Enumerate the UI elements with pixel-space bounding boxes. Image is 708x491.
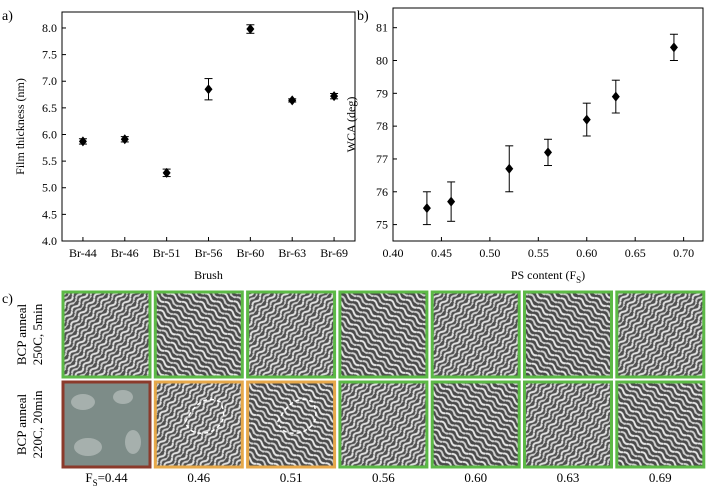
x-tick-label: 0.65 (625, 246, 646, 260)
marker (544, 147, 552, 158)
x-tick-label: Br-56 (195, 246, 223, 260)
micrograph (430, 380, 521, 469)
domain-blob (113, 390, 133, 404)
row-label: BCP anneal (14, 303, 29, 365)
micrograph (615, 290, 706, 379)
x-tick-label: Br-60 (236, 246, 264, 260)
micrograph (430, 290, 521, 379)
column-label: 0.51 (280, 470, 303, 485)
row-label: BCP anneal (14, 393, 29, 455)
x-tick-label: 0.45 (431, 246, 452, 260)
panel-label: c) (2, 292, 13, 307)
y-tick-label: 8.0 (42, 21, 57, 35)
y-tick-label: 76 (376, 185, 388, 199)
x-tick-label: 0.50 (479, 246, 500, 260)
marker (447, 196, 456, 207)
row-label: 220C, 20min (30, 390, 45, 458)
y-tick-label: 75 (376, 218, 388, 232)
x-axis-label: PS content (FS) (511, 268, 585, 285)
y-tick-label: 81 (376, 21, 388, 35)
marker (162, 167, 171, 178)
marker (246, 24, 255, 35)
grain-outline (184, 398, 225, 434)
marker (669, 42, 678, 53)
panel-label: a) (2, 9, 13, 24)
marker (204, 84, 213, 95)
marker (611, 91, 620, 102)
micrograph (153, 380, 244, 469)
y-tick-label: 6.0 (42, 127, 57, 141)
plot-frame (61, 11, 356, 242)
x-axis-label-sub: S (576, 275, 581, 285)
micrograph (338, 380, 429, 469)
y-tick-label: 7.0 (42, 74, 57, 88)
x-tick-label: Br-46 (111, 246, 139, 260)
y-tick-label: 6.5 (42, 101, 57, 115)
x-tick-label: 0.55 (528, 246, 549, 260)
x-axis-label-end: ) (581, 268, 585, 282)
x-tick-label: 0.70 (673, 246, 694, 260)
column-label-text: F (85, 470, 92, 485)
y-tick-label: 77 (376, 152, 388, 166)
x-axis-label-text: Brush (194, 268, 223, 282)
plot-frame (392, 7, 704, 242)
x-tick-label: 0.40 (383, 246, 404, 260)
y-tick-label: 4.5 (42, 207, 57, 221)
panel-label: b) (357, 9, 369, 24)
micrograph (61, 290, 152, 379)
micrograph (523, 380, 613, 469)
marker (78, 136, 87, 147)
x-axis-label: Brush (194, 268, 223, 282)
y-tick-label: 5.5 (42, 154, 57, 168)
marker (582, 114, 591, 125)
marker (288, 95, 297, 106)
micrograph (615, 380, 706, 469)
column-label: 0.69 (649, 470, 672, 485)
x-tick-label: Br-69 (320, 246, 348, 260)
marker (422, 203, 431, 214)
domain-blob (74, 438, 102, 456)
x-tick-label: Br-51 (153, 246, 181, 260)
y-tick-label: 4.0 (42, 234, 57, 248)
y-tick-label: 7.5 (42, 48, 57, 62)
grain-outline (276, 398, 317, 434)
row-label: 250C, 5min (30, 303, 45, 365)
y-tick-label: 79 (376, 86, 388, 100)
column-label-sub: S (93, 478, 98, 488)
column-label-text: =0.44 (98, 470, 129, 485)
column-label: 0.46 (187, 470, 210, 485)
x-tick-label: 0.60 (576, 246, 597, 260)
column-label: 0.56 (372, 470, 395, 485)
column-label: FS=0.44 (85, 470, 128, 488)
panels: Br-44 Br-46 Br-51 Br-56 Br-60 Br-63 Br-69 4.0 4.… (2, 7, 706, 488)
micrograph (61, 380, 152, 469)
x-tick-label: Br-63 (278, 246, 306, 260)
y-axis-label: Film thickness (nm) (13, 78, 27, 175)
y-tick-label: 5.0 (42, 181, 57, 195)
domain-blob (125, 430, 141, 454)
micrograph (246, 290, 337, 379)
column-label: 0.63 (557, 470, 580, 485)
marker (120, 134, 129, 145)
marker (505, 163, 514, 174)
domain-blob (71, 394, 95, 410)
x-tick-label: Br-44 (69, 246, 97, 260)
column-label: 0.60 (464, 470, 487, 485)
x-axis-label-text: PS content (F (511, 268, 577, 282)
micrograph (246, 380, 337, 469)
micrograph (523, 290, 613, 379)
micrograph (153, 290, 244, 379)
marker (330, 91, 339, 102)
y-tick-label: 80 (376, 54, 388, 68)
micrograph (338, 290, 429, 379)
y-axis-label: WCA (deg) (344, 97, 358, 153)
y-tick-label: 78 (376, 119, 388, 133)
